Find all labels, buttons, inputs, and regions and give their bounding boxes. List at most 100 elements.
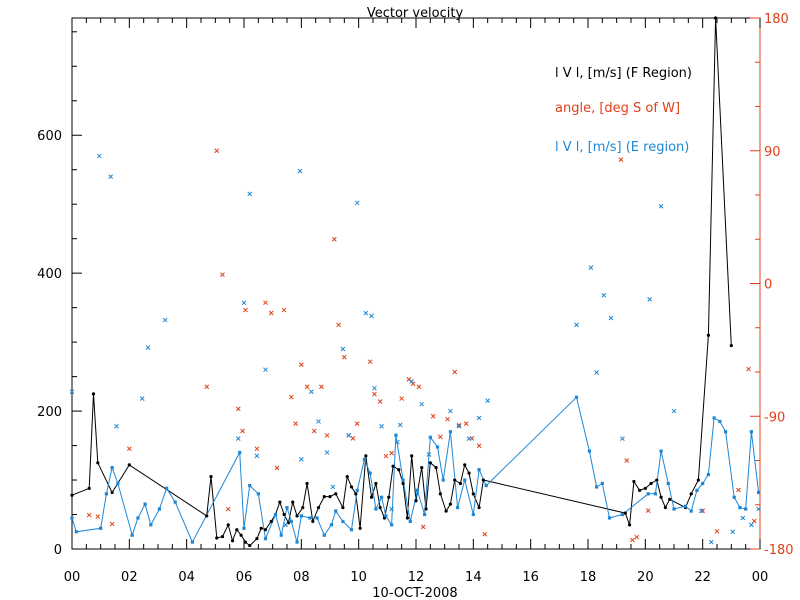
- e-region-point: [279, 533, 283, 537]
- f-region-point: [255, 537, 259, 541]
- f-region-point: [282, 512, 286, 517]
- e-region-marker: [671, 408, 677, 414]
- e-region-marker: [247, 191, 253, 197]
- e-region-marker: [485, 398, 491, 404]
- e-region-marker: [254, 453, 260, 459]
- e-region-point: [295, 540, 299, 544]
- angle-marker: [288, 394, 294, 400]
- e-region-point: [701, 481, 705, 486]
- e-region-marker: [354, 200, 360, 206]
- legend: l V l, [m/s] (F Region) angle, [deg S of…: [555, 66, 692, 155]
- e-region-point: [408, 519, 412, 524]
- angle-marker: [243, 307, 248, 313]
- e-region-point: [477, 468, 481, 472]
- e-region-marker: [263, 367, 268, 373]
- y-left-tick-label: 200: [37, 405, 62, 420]
- e-region-point: [706, 472, 710, 477]
- e-region-marker: [108, 174, 114, 179]
- f-region-point: [316, 506, 321, 510]
- f-region-point: [401, 481, 405, 486]
- angle-marker: [304, 384, 310, 390]
- f-region-point: [471, 492, 475, 496]
- f-region-point: [632, 479, 636, 484]
- f-region-point: [349, 485, 354, 489]
- f-region-point: [110, 490, 114, 495]
- f-region-point: [463, 463, 467, 467]
- e-region-marker: [298, 456, 304, 462]
- angle-marker: [263, 300, 268, 306]
- f-region-point: [668, 497, 672, 501]
- e-region-marker: [588, 265, 594, 270]
- f-region-point: [623, 511, 627, 515]
- f-region-point: [391, 464, 395, 468]
- f-region-point: [397, 468, 401, 472]
- e-region-point: [308, 516, 312, 520]
- angle-marker: [377, 399, 383, 404]
- y-right-tick-label: -90: [764, 410, 785, 425]
- f-region-point: [434, 466, 438, 470]
- e-region-point: [401, 478, 405, 482]
- e-region-point: [695, 488, 699, 492]
- y-right-tick-label: 90: [764, 145, 781, 160]
- f-region-point: [305, 481, 309, 486]
- e-region-marker: [369, 313, 374, 319]
- angle-marker: [634, 534, 640, 540]
- e-region-point: [749, 430, 753, 434]
- e-region-marker: [698, 508, 704, 514]
- e-region-point: [99, 526, 103, 530]
- e-region-point: [110, 466, 114, 470]
- e-region-point: [471, 512, 475, 517]
- e-region-marker: [162, 317, 168, 323]
- e-region-point: [620, 512, 624, 517]
- e-region-point: [653, 492, 657, 496]
- e-region-point: [334, 509, 338, 513]
- y-right-tick-label: -180: [764, 543, 794, 558]
- e-region-marker: [608, 315, 614, 321]
- angle-marker: [254, 446, 260, 452]
- e-region-marker: [749, 522, 754, 528]
- angle-marker: [268, 310, 274, 316]
- e-region-marker: [426, 452, 432, 457]
- angle-marker: [86, 512, 92, 518]
- y-axis-left-ticks: 0 200 400 600: [37, 31, 82, 558]
- e-region-marker: [297, 168, 303, 174]
- e-region-marker: [466, 436, 472, 442]
- f-region-point: [205, 514, 209, 518]
- f-region-point: [369, 495, 374, 499]
- e-region-point: [238, 450, 242, 455]
- legend-angle: angle, [deg S of W]: [555, 101, 680, 116]
- e-region-point: [587, 449, 592, 453]
- f-region-point: [263, 528, 268, 532]
- e-region-point: [362, 457, 366, 461]
- angle-marker: [372, 391, 377, 397]
- f-region-point: [239, 533, 243, 537]
- e-region-marker: [658, 203, 664, 209]
- f-region-point: [481, 478, 485, 482]
- e-region-point: [689, 509, 693, 513]
- angle-marker: [331, 236, 337, 242]
- e-region-point: [394, 433, 398, 437]
- e-region-point: [448, 430, 452, 434]
- e-region-marker: [397, 422, 403, 428]
- angle-marker: [235, 406, 241, 412]
- e-region-point: [435, 445, 440, 449]
- f-region-point: [467, 471, 471, 475]
- angle-marker: [420, 524, 426, 530]
- angle-marker: [367, 359, 373, 365]
- f-region-point: [220, 534, 225, 539]
- x-tick-label: 22: [694, 570, 711, 585]
- e-region-marker: [740, 515, 746, 521]
- e-region-point: [130, 533, 134, 537]
- e-region-marker: [620, 436, 625, 442]
- f-region-point: [243, 540, 248, 544]
- e-region-point: [190, 540, 194, 544]
- f-region-point: [291, 500, 295, 504]
- f-region-point: [689, 492, 693, 496]
- e-region-marker: [309, 389, 314, 395]
- angle-marker: [430, 413, 436, 419]
- x-tick-label: 00: [752, 570, 769, 585]
- angle-marker: [746, 366, 751, 372]
- e-region-marker: [389, 506, 394, 512]
- e-region-point: [157, 507, 162, 511]
- e-region-point: [441, 478, 445, 482]
